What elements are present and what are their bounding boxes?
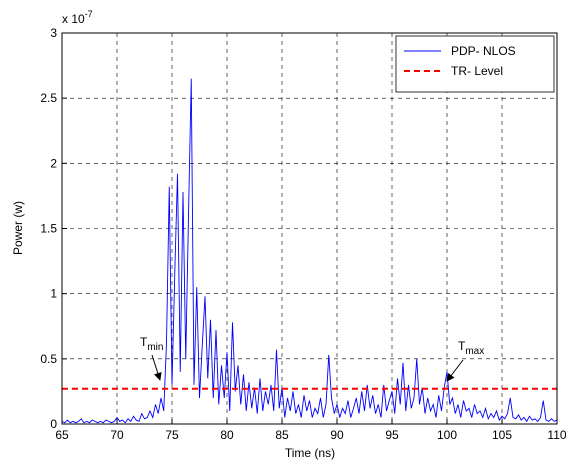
y-tick-label: 2: [50, 156, 57, 170]
annotation-arrow: [151, 354, 162, 381]
y-multiplier: x 10-7: [62, 9, 93, 26]
x-tick-label: 80: [220, 428, 234, 442]
x-tick-label: 85: [275, 428, 289, 442]
y-tick-label: 0: [50, 417, 57, 431]
x-tick-label: 95: [385, 428, 399, 442]
data-line: [61, 78, 558, 424]
x-tick-label: 65: [55, 428, 69, 442]
x-tick-label: 75: [165, 428, 179, 442]
annotation-sub: max: [465, 346, 484, 357]
multiplier-base: x 10: [62, 12, 85, 26]
y-tick-label: 0.5: [40, 352, 57, 366]
x-tick-label: 110: [547, 428, 566, 442]
legend-label: PDP- NLOS: [451, 44, 516, 58]
legend-box: [395, 35, 555, 93]
plot-frame: [61, 32, 558, 425]
y-axis-label: Power (w): [11, 201, 25, 255]
x-tick-label: 100: [437, 428, 457, 442]
y-tick-label: 1: [50, 287, 57, 301]
annotation: Tmin: [140, 335, 163, 353]
legend-label: TR- Level: [451, 64, 503, 78]
multiplier-exponent: -7: [85, 9, 93, 19]
annotation-text: T: [458, 339, 466, 353]
y-tick-label: 1.5: [40, 222, 57, 236]
x-axis-label: Time (ns): [285, 446, 335, 460]
y-tick-label: 2.5: [40, 91, 57, 105]
y-tick-label: 3: [50, 26, 57, 40]
annotation-text: T: [140, 335, 148, 349]
x-tick-label: 90: [330, 428, 344, 442]
annotation-sub: min: [147, 342, 163, 353]
annotation: Tmax: [458, 339, 484, 357]
annotation-arrow: [446, 359, 464, 382]
x-tick-label: 105: [492, 428, 512, 442]
x-tick-label: 70: [110, 428, 124, 442]
